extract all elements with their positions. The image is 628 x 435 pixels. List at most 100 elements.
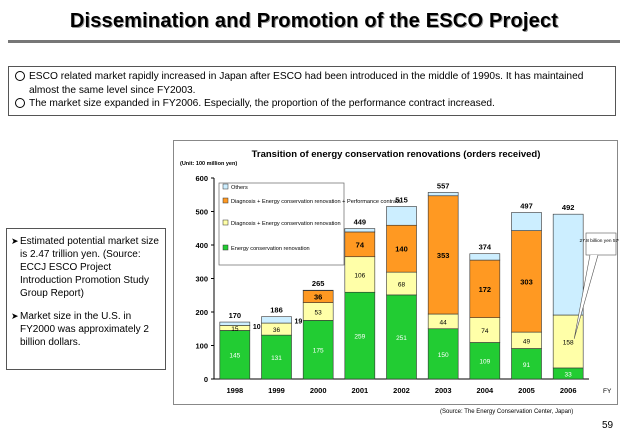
data-label: 44	[440, 319, 448, 326]
data-label: 74	[481, 328, 489, 335]
data-label: 172	[479, 285, 492, 294]
data-label: 251	[396, 335, 407, 342]
bar-segment	[469, 342, 501, 380]
x-tick-label: 1999	[268, 386, 285, 395]
chart-frame: Transition of energy conservation renova…	[173, 140, 619, 405]
legend-swatch	[222, 219, 229, 226]
bar-segment	[261, 316, 292, 324]
source-note: (Source: The Energy Conservation Center,…	[440, 409, 574, 415]
legend-label: Diagnosis + Energy conservation renovati…	[231, 221, 341, 227]
x-tick-label: 1998	[226, 386, 243, 395]
y-tick-label: 400	[195, 241, 208, 250]
data-label: 303	[520, 277, 533, 286]
total-label: 170	[229, 311, 242, 320]
chart-title: Transition of energy conservation renova…	[252, 149, 541, 160]
chart-unit-label: (Unit: 100 million yen)	[180, 161, 237, 167]
total-label: 492	[562, 203, 575, 212]
bar-segment	[386, 206, 417, 226]
total-label: 265	[312, 279, 325, 288]
summary-box: ESCO related market rapidly increased in…	[8, 66, 616, 116]
y-tick-label: 100	[195, 342, 208, 351]
legend-box	[218, 182, 345, 266]
bar-segment	[552, 213, 584, 316]
bar-segment	[469, 253, 501, 261]
data-label: 109	[479, 359, 490, 366]
y-tick-label: 200	[195, 308, 208, 317]
bar-segment	[469, 259, 501, 318]
bar-segment	[511, 212, 542, 231]
summary-bullet-2: The market size expanded in FY2006. Espe…	[15, 97, 609, 111]
bar-segment	[386, 294, 417, 380]
x-axis-label: FY	[603, 388, 612, 395]
circle-bullet-icon	[15, 98, 25, 108]
data-label: 353	[437, 251, 450, 260]
data-label: 131	[271, 355, 282, 362]
data-label: 91	[523, 362, 531, 369]
summary-bullet-text: ESCO related market rapidly increased in…	[29, 71, 584, 96]
bar-segment	[344, 228, 376, 233]
data-label: 145	[229, 353, 240, 360]
arrow-bullet-icon: ➤	[11, 311, 19, 321]
bar-segment	[469, 317, 501, 343]
x-tick-label: 2005	[518, 386, 535, 395]
data-label: 53	[315, 309, 323, 316]
data-label: 36	[273, 327, 281, 334]
bar-segment	[427, 195, 459, 315]
y-tick-label: 300	[195, 275, 208, 284]
data-label: 106	[354, 272, 365, 279]
data-label: 15	[231, 326, 239, 333]
legend-swatch	[222, 197, 229, 204]
bar-segment	[427, 328, 459, 380]
x-tick-label: 2006	[560, 386, 577, 395]
data-label: 74	[356, 240, 365, 249]
legend-label: Others	[231, 185, 248, 191]
side-data-label: 19	[295, 318, 303, 325]
title-rule	[8, 40, 620, 43]
side-note-2: ➤ Market size in the U.S. in FY2000 was …	[11, 310, 161, 349]
y-tick-label: 0	[204, 375, 208, 384]
legend-label: Diagnosis + Energy conservation renovati…	[231, 199, 401, 205]
data-label: 68	[398, 282, 406, 289]
side-note-text: Estimated potential market size is 2.47 …	[20, 236, 159, 299]
data-label: 36	[314, 293, 322, 302]
summary-bullet-text: The market size expanded in FY2006. Espe…	[29, 98, 495, 109]
side-data-label: 10	[253, 324, 261, 331]
legend-swatch	[222, 183, 229, 190]
bar-segment	[427, 192, 459, 197]
bar-segment	[219, 330, 251, 380]
page-title: Dissemination and Promotion of the ESCO …	[69, 10, 559, 32]
summary-bullet-1: ESCO related market rapidly increased in…	[15, 70, 609, 97]
arrow-bullet-icon: ➤	[11, 236, 19, 246]
bar-segment	[386, 224, 417, 273]
y-tick-label: 500	[195, 208, 208, 217]
data-label: 140	[395, 245, 408, 254]
data-label: 33	[565, 371, 573, 378]
total-label: 449	[354, 218, 367, 227]
callout-text: 27.8 billion yen 57%	[580, 238, 619, 244]
bar-segment	[511, 348, 542, 380]
legend-label: Energy conservation renovation	[231, 246, 310, 252]
circle-bullet-icon	[15, 71, 25, 81]
data-label: 158	[563, 339, 574, 346]
y-tick-label: 600	[195, 174, 208, 183]
side-note-text: Market size in the U.S. in FY2000 was ap…	[20, 311, 149, 348]
total-label: 186	[270, 306, 283, 315]
x-tick-label: 2002	[393, 386, 410, 395]
side-note-1: ➤ Estimated potential market size is 2.4…	[11, 235, 161, 300]
data-label: 259	[354, 334, 365, 341]
data-label: 150	[438, 352, 449, 359]
callout-box	[585, 232, 617, 256]
total-label: 497	[520, 202, 533, 211]
page-number: 59	[602, 420, 614, 431]
x-tick-label: 2000	[310, 386, 327, 395]
x-tick-label: 2003	[435, 386, 452, 395]
total-label: 557	[437, 181, 450, 190]
total-label: 374	[479, 243, 492, 252]
stacked-bar-chart: Transition of energy conservation renova…	[180, 149, 619, 395]
legend-swatch	[222, 244, 229, 251]
data-label: 49	[523, 338, 531, 345]
bar-segment	[261, 334, 292, 380]
callout-pointer	[573, 254, 599, 339]
side-notes-box: ➤ Estimated potential market size is 2.4…	[6, 228, 166, 370]
bar-segment	[219, 321, 251, 326]
